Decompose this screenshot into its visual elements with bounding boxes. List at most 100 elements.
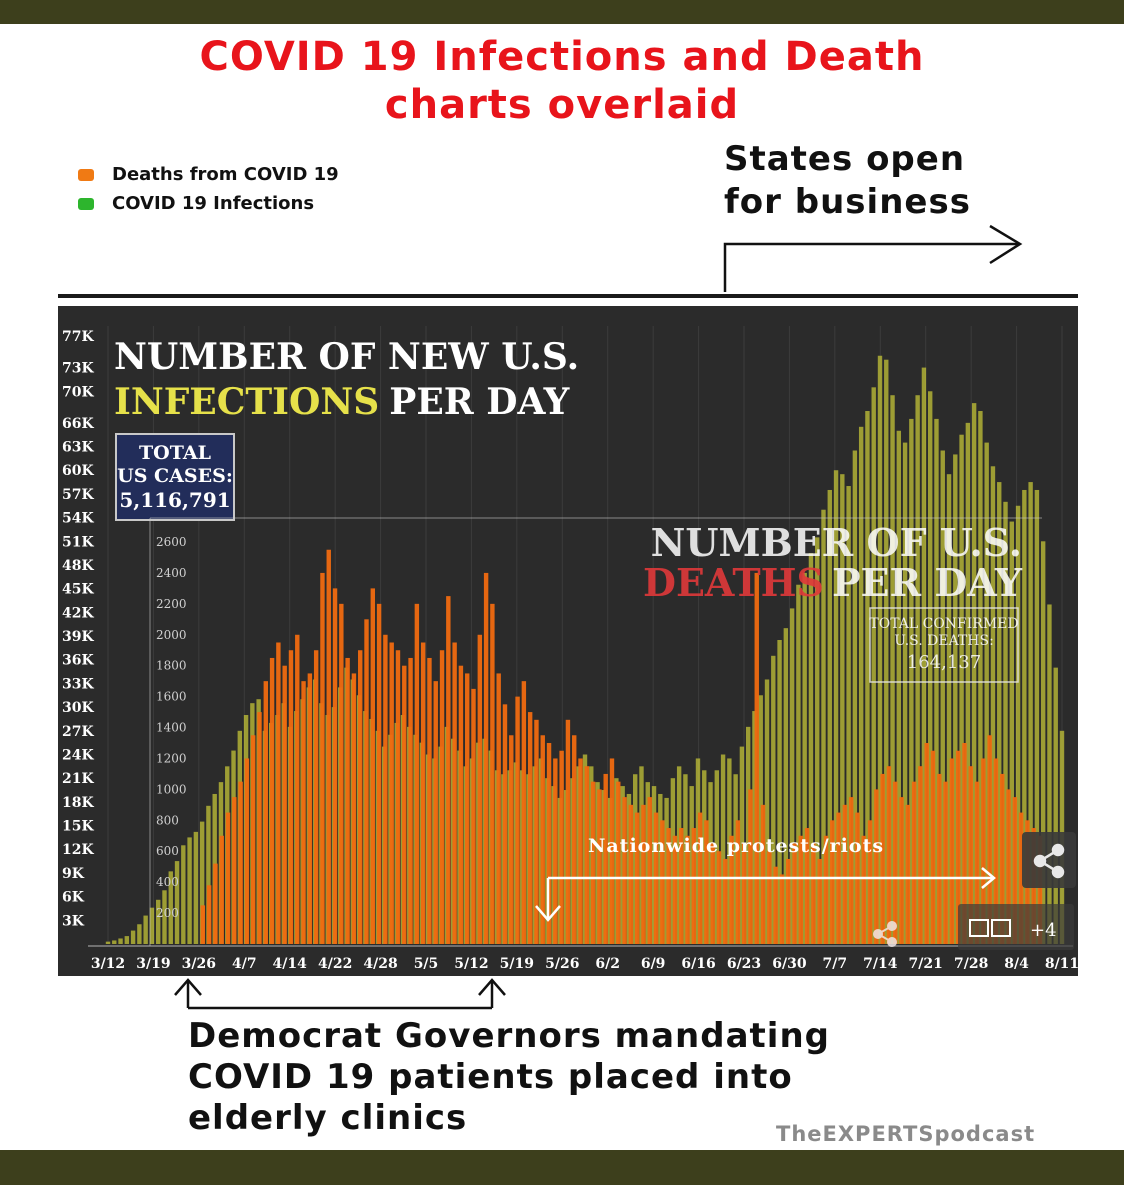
x-tick-label: 7/7: [823, 956, 848, 972]
death-bar: [364, 619, 369, 944]
death-bar: [351, 673, 357, 944]
watermark: TheEXPERTSpodcast: [776, 1122, 1036, 1146]
x-tick-label: 4/22: [318, 956, 352, 972]
death-bar: [905, 804, 911, 944]
death-bar: [465, 673, 470, 944]
death-bar: [962, 743, 967, 944]
infection-bar: [764, 679, 770, 944]
death-bar: [1018, 812, 1024, 944]
deaths-tick-label: 2200: [156, 597, 187, 611]
death-bar: [540, 735, 545, 944]
death-bar: [383, 634, 388, 944]
death-bar: [628, 804, 634, 944]
death-bar: [219, 835, 224, 944]
deaths-title-line-1: NUMBER OF U.S.: [651, 520, 1022, 565]
death-bar: [376, 603, 382, 944]
infection-bar: [733, 774, 738, 944]
infection-bar: [162, 890, 167, 944]
death-bar: [427, 657, 432, 944]
infection-bar: [884, 359, 889, 944]
infection-bar: [137, 924, 142, 944]
infections-tick-label: 57K: [62, 487, 94, 503]
death-bar: [244, 758, 250, 944]
death-bar: [710, 843, 715, 944]
death-bar: [490, 603, 495, 944]
share-icon-small[interactable]: [873, 921, 897, 947]
infections-tick-label: 27K: [62, 724, 94, 740]
death-bar: [930, 750, 936, 944]
x-tick-label: 7/28: [954, 956, 988, 972]
death-bar: [918, 766, 923, 944]
infection-bar: [789, 608, 795, 944]
total-deaths-value: 164,137: [907, 652, 981, 673]
photo-count: +4: [1030, 920, 1057, 941]
death-bar: [502, 704, 508, 944]
infections-tick-label: 3K: [62, 913, 85, 929]
x-tick-label: 8/11: [1045, 956, 1078, 972]
infection-bar: [206, 805, 211, 944]
death-bar: [301, 681, 306, 944]
deaths-tick-label: 600: [156, 844, 179, 858]
infection-bar: [802, 572, 807, 944]
x-tick-label: 4/14: [273, 956, 308, 972]
infection-bar: [890, 395, 895, 944]
death-bar: [666, 828, 671, 944]
share-icon: [1033, 843, 1065, 879]
infection-bar: [896, 430, 902, 944]
infection-bar: [959, 434, 964, 944]
death-bar: [886, 766, 892, 944]
protests-label: Nationwide protests/riots: [588, 835, 884, 857]
infections-tick-label: 63K: [62, 440, 94, 456]
death-bar: [741, 843, 747, 944]
x-tick-label: 3/12: [91, 956, 125, 972]
camera-icon: [969, 919, 989, 937]
infection-bar: [877, 355, 883, 945]
total-deaths-box: [869, 607, 1019, 683]
deaths-tick-label: 1200: [156, 751, 187, 765]
infection-bar: [720, 754, 726, 944]
death-bar: [981, 758, 986, 944]
governors-arrow-right: [478, 978, 506, 996]
infections-tick-label: 6K: [62, 890, 85, 906]
death-bar: [987, 735, 992, 944]
infection-bar: [796, 584, 801, 944]
death-bar: [553, 758, 558, 944]
death-bar: [955, 750, 961, 944]
death-bar: [735, 820, 741, 944]
infection-bar: [1003, 501, 1008, 944]
death-bar: [546, 743, 552, 944]
states-open-arrow-head: [989, 224, 1023, 265]
x-tick-label: 5/26: [545, 956, 579, 972]
infections-title-line-1: NUMBER OF NEW U.S.: [114, 336, 579, 378]
infection-bar: [1009, 521, 1014, 944]
x-tick-label: 5/19: [500, 956, 534, 972]
death-bar: [993, 758, 999, 944]
infection-bar: [815, 537, 820, 944]
death-bar: [691, 828, 697, 944]
death-bar: [867, 820, 873, 944]
infection-bar: [865, 411, 870, 944]
photo-count-badge[interactable]: [958, 904, 1074, 950]
death-bar: [968, 766, 973, 944]
death-bar: [590, 781, 596, 944]
page-title-line-2: charts overlaid: [384, 82, 740, 128]
death-bar: [276, 642, 281, 944]
infections-tick-label: 21K: [62, 771, 94, 787]
infections-tick-label: 15K: [62, 819, 94, 835]
death-bar: [760, 804, 766, 944]
deaths-tick-label: 1600: [156, 690, 187, 704]
death-bar: [213, 863, 218, 944]
x-tick-label: 6/16: [681, 956, 715, 972]
infection-bar: [915, 395, 920, 944]
death-bar: [225, 812, 231, 944]
infection-bar: [1015, 505, 1021, 944]
camera-icon-2: [991, 919, 1011, 937]
death-bar: [804, 828, 810, 944]
death-bar: [842, 804, 848, 944]
death-bar: [786, 858, 791, 944]
death-bar: [509, 735, 514, 944]
death-bar: [527, 712, 533, 944]
share-button-large[interactable]: [1022, 832, 1076, 888]
death-bar: [420, 642, 426, 944]
death-bar: [414, 603, 420, 944]
